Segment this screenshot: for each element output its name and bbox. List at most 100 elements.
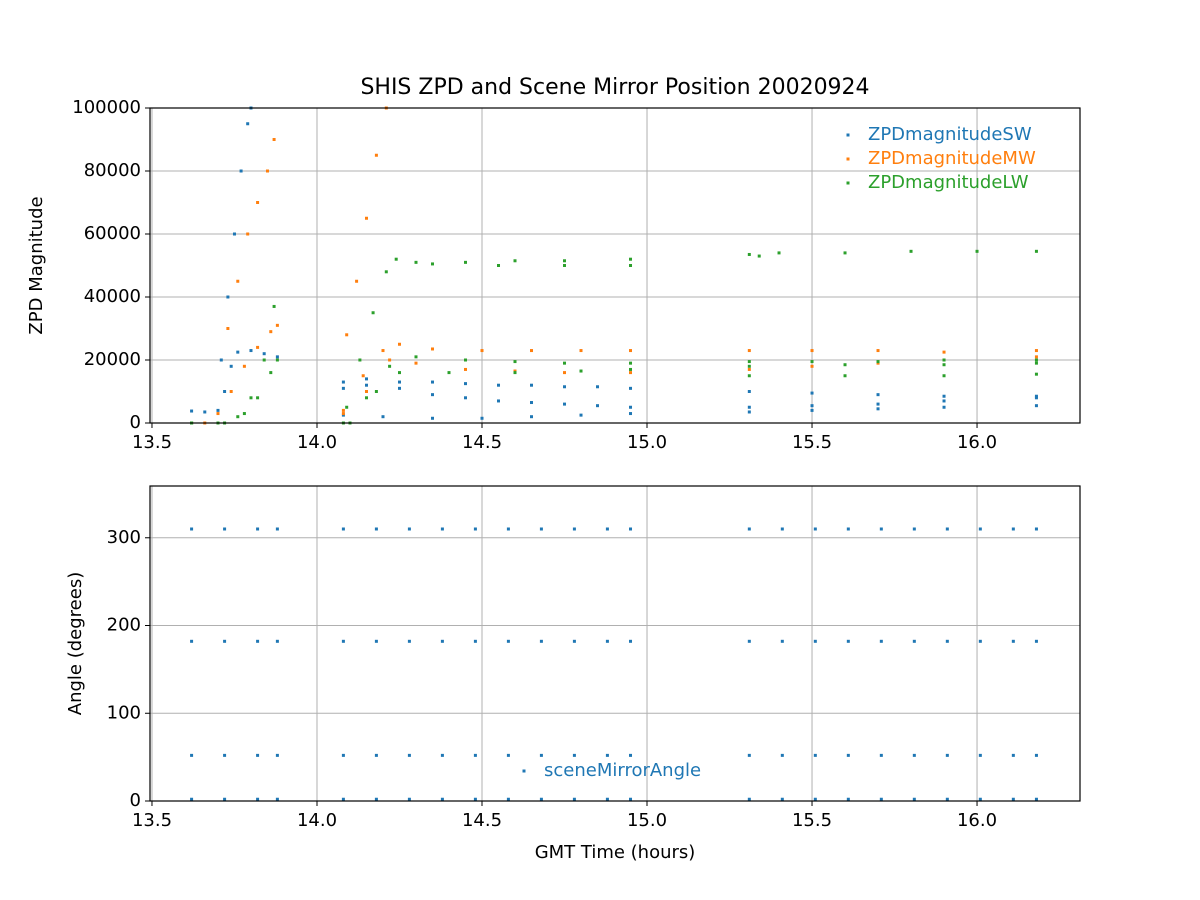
data-point [414,355,418,359]
data-point [876,349,880,353]
data-point [780,639,784,643]
data-point [978,527,982,531]
data-point [813,639,817,643]
data-point [364,390,368,393]
data-point [579,413,583,417]
data-point [414,260,418,264]
data-point [430,262,434,266]
data-point [605,639,609,643]
data-point [530,401,534,405]
data-point [407,639,411,643]
x-axis-label: GMT Time (hours) [535,842,696,863]
data-point [397,380,401,384]
data-point [190,639,194,643]
x-tick-label: 15.5 [792,432,832,453]
data-point [374,153,378,157]
data-point [945,527,949,531]
data-point [530,383,534,387]
data-point [506,639,510,643]
data-point [1034,372,1038,376]
data-point [216,408,220,412]
data-point [629,367,633,371]
data-point [464,260,468,264]
data-point [747,639,751,643]
data-point [256,201,260,204]
data-point [397,342,401,346]
data-point [810,391,814,395]
data-point [1034,249,1038,253]
data-point [236,279,240,283]
y-tick-label: 100000 [72,97,141,118]
data-point [407,527,411,531]
axes-frame [149,485,1081,802]
data-point [572,527,576,531]
data-point [1034,394,1038,398]
data-point [978,639,982,643]
x-tick-label: 16.0 [957,432,997,453]
data-point [629,264,633,267]
y-tick-label: 100 [107,702,141,723]
data-point [747,527,751,531]
data-point [942,405,946,409]
data-point [341,380,345,384]
data-point [1011,639,1015,643]
legend-label: ZPDmagnitudeLW [868,172,1029,193]
data-point [464,396,468,400]
data-point [355,279,359,283]
data-point [364,216,368,220]
data-point [236,415,240,419]
data-point [480,416,484,420]
data-point [341,797,345,801]
data-point [747,405,751,409]
data-point [1011,797,1015,801]
data-point [563,264,567,267]
data-point [945,639,949,643]
data-point [341,412,345,416]
data-point [464,367,468,371]
data-point [229,390,233,393]
x-tick-label: 14.5 [462,810,502,831]
data-point [358,358,362,362]
data-point [223,527,227,531]
data-point [275,753,279,757]
data-point [341,527,345,531]
data-point [563,385,567,389]
data-point [945,753,949,757]
data-point [846,639,850,643]
data-point [480,349,484,353]
data-point [813,527,817,531]
data-point [945,797,949,801]
data-point [975,249,979,253]
data-point [262,352,266,356]
data-point [374,527,378,531]
y-tick-label: 20000 [84,349,141,370]
data-point [747,349,751,353]
data-point [249,349,253,353]
data-point [447,371,451,375]
data-point [912,753,916,757]
data-point [843,374,847,378]
data-point [629,405,633,409]
data-point [596,404,600,408]
x-tick-label: 15.5 [792,810,832,831]
data-point [374,753,378,757]
data-point [364,396,368,400]
data-point [256,797,260,801]
y-tick-label: 0 [130,412,141,433]
data-point [876,407,880,411]
data-point [226,327,230,330]
data-point [506,797,510,801]
data-point [341,408,345,412]
data-point [605,797,609,801]
y-tick-label: 300 [107,527,141,548]
data-point [530,415,534,419]
data-point [879,639,883,643]
data-point [747,797,751,801]
data-point [414,361,418,365]
y-axis-label: Angle (degrees) [65,572,86,715]
data-point [223,639,227,643]
data-point [190,797,194,801]
data-point [912,797,916,801]
data-point [942,363,946,367]
data-point [563,259,567,263]
